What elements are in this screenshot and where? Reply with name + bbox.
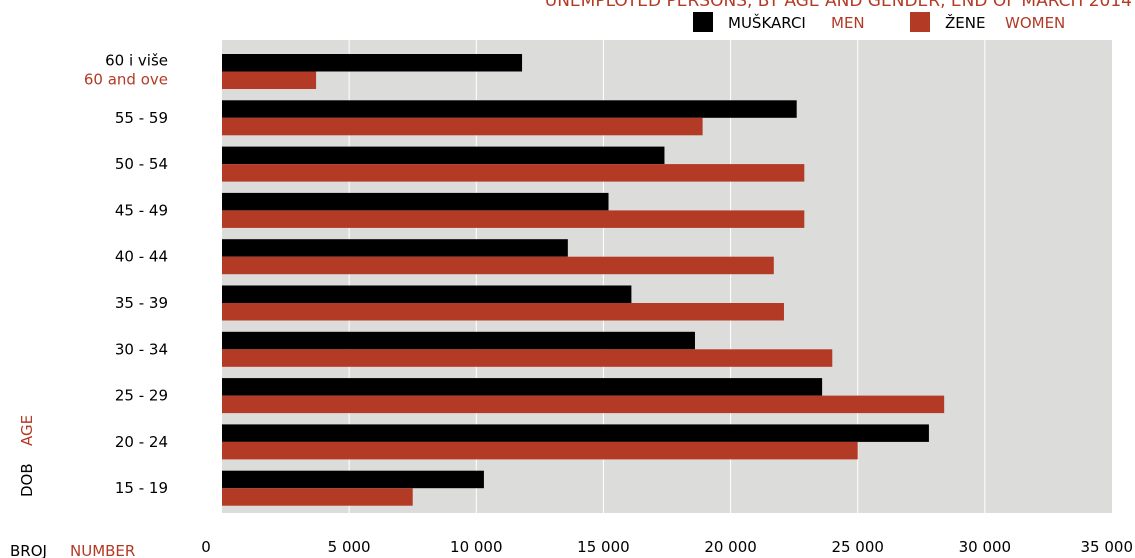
x-tick-label: 5 000: [328, 538, 371, 556]
y-axis-label: DOB: [18, 463, 36, 497]
category-label: 20 - 24: [115, 433, 168, 451]
x-tick-label: 30 000: [959, 538, 1012, 556]
bar-women: [222, 256, 774, 275]
legend-label-men: MUŠKARCI: [728, 13, 806, 32]
x-tick-label: 10 000: [450, 538, 503, 556]
x-axis-label-en: NUMBER: [70, 542, 135, 558]
x-tick-label: 35 000: [1081, 538, 1134, 556]
x-tick-label: 25 000: [831, 538, 884, 556]
category-label: 55 - 59: [115, 109, 168, 127]
legend: MUŠKARCI MEN ŽENE WOMEN: [693, 12, 1065, 32]
category-label: 30 - 34: [115, 340, 168, 358]
x-tick-label: 0: [201, 538, 211, 556]
bars: [222, 54, 945, 506]
bar-men: [222, 192, 609, 211]
bar-women: [222, 349, 833, 367]
category-label: 25 - 29: [115, 387, 168, 405]
bar-women: [222, 395, 945, 414]
bar-men: [222, 378, 823, 396]
bar-women: [222, 441, 858, 460]
category-label: 50 - 54: [115, 155, 168, 173]
bar-men: [222, 239, 568, 257]
bar-men: [222, 100, 797, 118]
bar-women: [222, 71, 317, 89]
category-label: 35 - 39: [115, 294, 168, 312]
bar-men: [222, 424, 929, 442]
legend-swatch-men: [693, 12, 713, 32]
bar-women: [222, 488, 413, 506]
category-label: 40 - 44: [115, 248, 168, 266]
bar-women: [222, 303, 784, 321]
x-axis-label: BROJ: [10, 542, 47, 558]
legend-swatch-women: [910, 12, 930, 32]
category-label: 15 - 19: [115, 479, 168, 497]
bar-women: [222, 117, 703, 136]
bar-men: [222, 331, 695, 350]
legend-label-women: ŽENE: [945, 13, 985, 32]
bar-men: [222, 470, 484, 489]
chart-title: UNEMPLOYED PERSONS, BY AGE AND GENDER, E…: [545, 0, 1132, 11]
x-tick-labels: 0 5 000 10 000 15 000 20 000 25 000 30 000 35 0…: [201, 538, 1133, 556]
x-tick-label: 15 000: [577, 538, 630, 556]
category-label-en: 60 and ove: [84, 71, 168, 89]
bar-men: [222, 285, 632, 303]
category-label: 45 - 49: [115, 201, 168, 219]
category-label: 60 i više: [105, 52, 168, 70]
x-tick-label: 20 000: [704, 538, 757, 556]
bar-men: [222, 54, 523, 72]
bar-men: [222, 146, 665, 165]
bar-women: [222, 210, 805, 228]
y-axis-label-en: AGE: [18, 415, 36, 446]
legend-label-men-en: MEN: [831, 14, 865, 32]
legend-label-women-en: WOMEN: [1005, 14, 1065, 32]
bar-women: [222, 164, 805, 182]
